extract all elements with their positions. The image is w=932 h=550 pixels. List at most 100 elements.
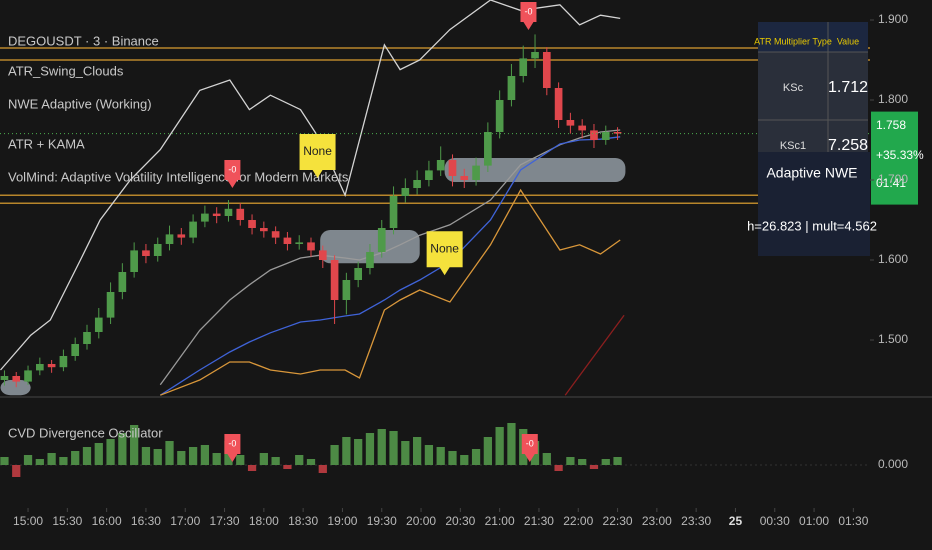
histogram-bar bbox=[165, 441, 174, 465]
candle-body bbox=[613, 132, 622, 134]
candle-body bbox=[590, 130, 598, 140]
table-cell: 1.712 bbox=[828, 79, 868, 96]
table-header bbox=[758, 22, 868, 52]
candle-body bbox=[318, 250, 327, 260]
overlay: DEGOUSDT · 3 · Binance ATR_Swing_Clouds … bbox=[8, 2, 924, 440]
histogram-bar bbox=[141, 447, 151, 465]
histogram-bar bbox=[94, 443, 103, 465]
histogram-bar bbox=[82, 447, 92, 465]
histogram-bar bbox=[306, 459, 316, 465]
x-tick-label: 01:00 bbox=[799, 514, 829, 528]
note-box bbox=[299, 134, 336, 178]
y-tick-label: 1.500 bbox=[878, 332, 908, 346]
symbol: DEGOUSDT · 3 · Binance bbox=[8, 33, 159, 48]
histogram-bar bbox=[188, 447, 198, 465]
x-tick-label: 20:30 bbox=[445, 514, 475, 528]
histogram-bar bbox=[71, 451, 80, 465]
note-label: None bbox=[430, 241, 459, 255]
nwe-title: Adaptive NWE bbox=[766, 165, 857, 181]
histogram-bar bbox=[12, 465, 21, 477]
x-tick-label: 23:30 bbox=[681, 514, 711, 528]
candle-body bbox=[118, 272, 127, 292]
candle-body bbox=[507, 76, 516, 100]
candle-body bbox=[71, 344, 80, 356]
candle-body bbox=[542, 52, 551, 88]
candle-body bbox=[519, 58, 528, 76]
histogram-bar bbox=[23, 455, 33, 465]
candle-body bbox=[47, 364, 56, 368]
cloud bbox=[444, 158, 626, 182]
osc-signal-label: -0 bbox=[526, 438, 534, 448]
histogram-bar bbox=[424, 445, 434, 465]
histogram-bar bbox=[495, 427, 504, 465]
price-tag bbox=[871, 111, 918, 205]
histogram-bar bbox=[59, 457, 68, 465]
candle-body bbox=[425, 170, 433, 180]
candle-body bbox=[94, 317, 103, 332]
x-tick-label: 21:00 bbox=[485, 514, 515, 528]
osc-signal-label: -0 bbox=[228, 438, 236, 448]
osc-signal-box bbox=[224, 434, 241, 462]
histogram-bar bbox=[212, 453, 221, 465]
histogram-bar bbox=[177, 451, 186, 465]
histogram-bar bbox=[118, 433, 127, 465]
candle-body bbox=[236, 208, 245, 220]
candle-body bbox=[401, 188, 410, 196]
indicator-label: ATR + KAMA bbox=[8, 136, 85, 151]
table-cell: 7.258 bbox=[828, 137, 868, 154]
candle-body bbox=[0, 376, 9, 380]
indicator-label: NWE Adaptive (Working) bbox=[8, 96, 152, 111]
candle-body bbox=[212, 213, 221, 216]
note-label: None bbox=[303, 144, 332, 158]
histogram-bar bbox=[271, 457, 280, 465]
nwe-box bbox=[758, 152, 870, 256]
histogram-bar bbox=[377, 429, 386, 465]
histogram-bar bbox=[153, 449, 162, 465]
histogram-bar bbox=[554, 465, 563, 471]
candle-body bbox=[472, 165, 480, 180]
histogram-bar bbox=[471, 449, 481, 465]
candle-body bbox=[566, 120, 575, 126]
x-tick-label: 23:00 bbox=[642, 514, 672, 528]
candle-body bbox=[35, 364, 44, 371]
indicator-label: VolMind: Adaptive Volatility Intelligenc… bbox=[8, 169, 349, 184]
x-tick-label: 17:00 bbox=[170, 514, 200, 528]
histogram-bar bbox=[448, 451, 457, 465]
candle-body bbox=[366, 252, 374, 268]
candle-body bbox=[142, 250, 150, 256]
histogram-bar bbox=[283, 465, 292, 469]
indicator-line bbox=[564, 314, 625, 396]
x-tick-label: 19:00 bbox=[327, 514, 357, 528]
histogram-bar bbox=[106, 439, 115, 465]
x-tick-label: 16:00 bbox=[92, 514, 122, 528]
histogram-bar bbox=[365, 433, 375, 465]
histogram-bar bbox=[507, 423, 516, 465]
indicator-line bbox=[160, 188, 621, 396]
candle-body bbox=[165, 234, 174, 244]
candle-body bbox=[484, 132, 492, 166]
candle-body bbox=[531, 52, 539, 59]
candle-body bbox=[106, 292, 115, 318]
candle-body bbox=[12, 376, 21, 382]
histogram-bar bbox=[236, 455, 245, 465]
candle-body bbox=[260, 228, 268, 232]
candle-body bbox=[342, 280, 351, 300]
table-row bbox=[758, 52, 868, 120]
x-tick-label: 25 bbox=[729, 514, 743, 528]
candle-body bbox=[578, 125, 587, 131]
histogram-bar bbox=[130, 425, 139, 465]
histogram-bar bbox=[578, 459, 587, 465]
histogram-bar bbox=[601, 459, 610, 465]
x-tick-label: 22:30 bbox=[603, 514, 633, 528]
histogram-bar bbox=[200, 445, 210, 465]
y-tick-label: 1.700 bbox=[878, 172, 908, 186]
histogram-bar bbox=[259, 453, 268, 465]
price-tag-countdown: 01:41 bbox=[876, 176, 906, 190]
candle-body bbox=[153, 244, 162, 256]
cloud bbox=[0, 380, 31, 396]
histogram-bar bbox=[342, 437, 351, 465]
histogram-bar bbox=[0, 457, 9, 465]
candle-body bbox=[189, 221, 197, 238]
oscillator-pane: 0.000 -0 -0 bbox=[0, 423, 908, 477]
